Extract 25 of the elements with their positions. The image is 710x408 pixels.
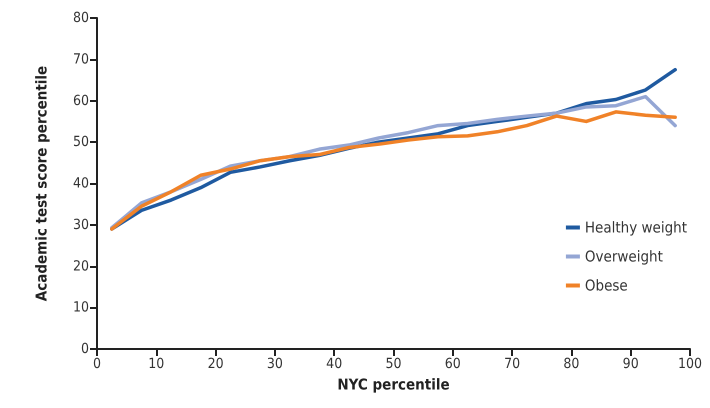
y-axis-title: Academic test score percentile [32, 66, 50, 302]
x-tick-label: 10 [148, 356, 164, 372]
x-tick-label: 50 [385, 356, 402, 372]
y-tick-label: 40 [72, 176, 89, 192]
y-tick-label: 0 [80, 341, 89, 357]
x-tick-label: 0 [92, 356, 102, 372]
x-tick-label: 30 [266, 356, 283, 372]
y-tick-label: 60 [72, 92, 89, 109]
legend-label: Overweight [584, 248, 663, 266]
x-tick-label: 90 [622, 356, 639, 372]
x-axis-title: NYC percentile [337, 376, 450, 394]
x-tick-label: 60 [444, 356, 461, 372]
x-tick-label: 20 [208, 356, 224, 372]
x-tick-label: 100 [678, 356, 702, 372]
y-tick-label: 70 [72, 51, 89, 68]
y-tick-label: 20 [72, 258, 89, 274]
y-tick-label: 50 [72, 134, 89, 150]
x-tick-label: 70 [504, 356, 520, 372]
x-tick-label: 80 [563, 356, 580, 372]
legend-label: Obese [584, 276, 628, 294]
y-tick-label: 30 [72, 216, 89, 233]
legend-label: Healthy weight [584, 218, 687, 236]
x-tick-label: 40 [326, 356, 342, 372]
y-tick-label: 10 [72, 300, 89, 316]
y-tick-label: 80 [72, 10, 89, 26]
